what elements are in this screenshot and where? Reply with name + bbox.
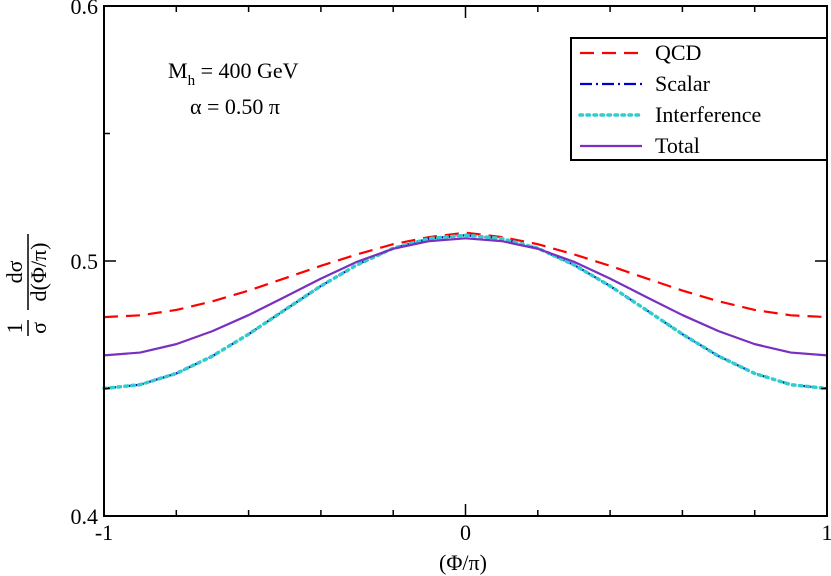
y-tick-label: 0.5 [71, 249, 99, 274]
series-line-scalar [103, 234, 828, 390]
legend-label-qcd: QCD [655, 40, 701, 65]
legend-box [570, 37, 828, 161]
annotation: Mh = 400 GeV α = 0.50 π [168, 58, 299, 119]
y-label-fraction-denominator: d(Φ/π) [26, 243, 51, 302]
y-label-prefix-numerator: 1 [2, 323, 27, 334]
x-tick-label: -1 [95, 520, 113, 545]
mass-value: = 400 GeV [195, 58, 299, 83]
series-line-qcd [103, 231, 828, 319]
mass-symbol: M [168, 58, 188, 83]
legend: QCD Scalar Interference Total [570, 37, 828, 161]
y-axis-label: 1 σ dσ d(Φ/π) [2, 234, 51, 336]
legend-entries: QCD Scalar Interference Total [578, 40, 761, 158]
x-tick-label: 0 [460, 520, 471, 545]
legend-label-scalar: Scalar [655, 71, 711, 96]
mass-subscript: h [188, 73, 196, 89]
mass-annotation: Mh = 400 GeV [168, 58, 299, 89]
plot-frame [103, 5, 828, 517]
x-tick-label: 1 [822, 520, 831, 545]
y-label-fraction-numerator: dσ [2, 260, 27, 283]
series-line-total [103, 237, 828, 357]
y-label-prefix-denominator: σ [26, 322, 51, 334]
x-axis-label: (Φ/π) [439, 550, 487, 575]
y-tick-label: 0.4 [71, 504, 99, 529]
y-tick-label: 0.6 [71, 0, 99, 19]
series-layer [102, 231, 829, 391]
legend-label-interference: Interference [655, 102, 761, 127]
legend-label-total: Total [655, 133, 700, 158]
alpha-annotation: α = 0.50 π [190, 94, 280, 119]
series-line-interference [102, 233, 829, 391]
